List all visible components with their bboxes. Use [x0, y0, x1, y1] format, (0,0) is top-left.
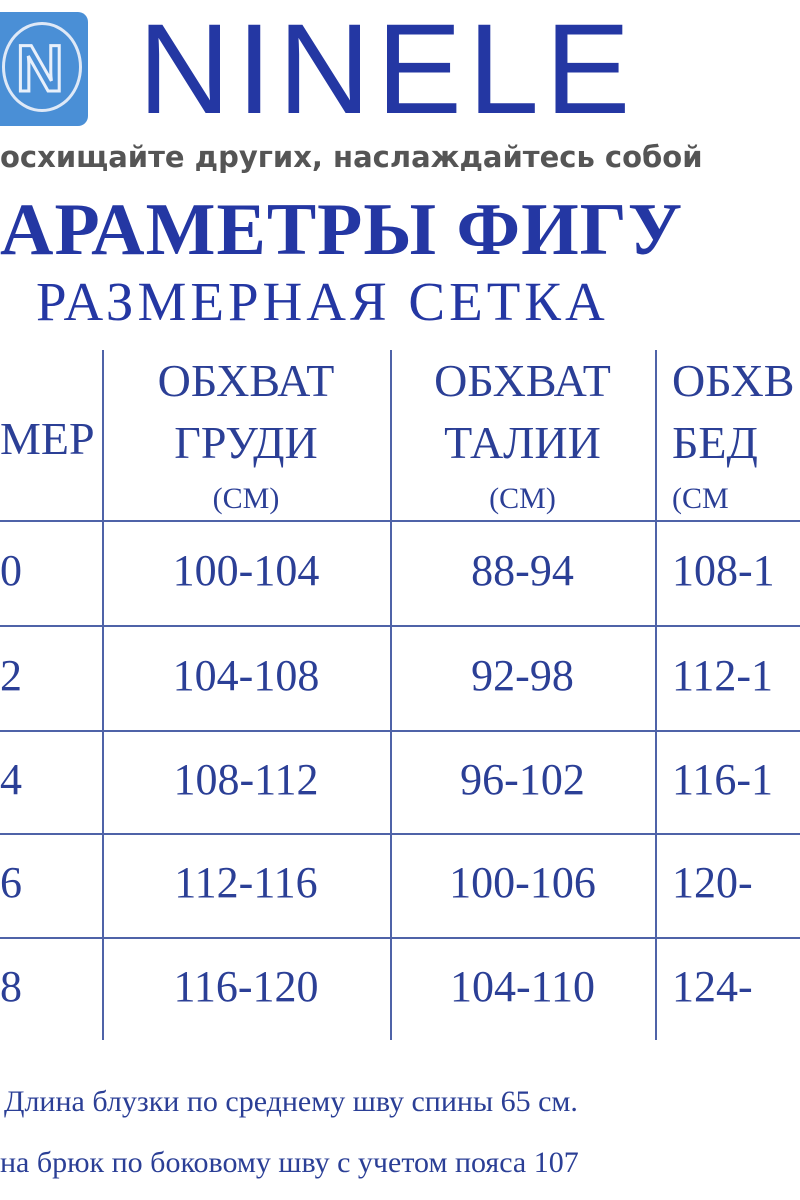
page-title: АРАМЕТРЫ ФИГУ: [0, 189, 684, 271]
table-cell: 108-1: [672, 545, 775, 595]
table-cell: 88-94: [471, 545, 574, 595]
header-cell: ОБХВАТ: [434, 355, 611, 406]
logo-ring: [2, 22, 82, 112]
column-divider: [655, 350, 657, 1040]
table-cell: 4: [0, 754, 22, 804]
logo-letter: N: [15, 30, 66, 107]
table-cell: 8: [0, 961, 22, 1011]
table-cell: 116-120: [173, 961, 319, 1011]
header-cell: ГРУДИ: [174, 417, 318, 468]
column-divider: [102, 350, 104, 1040]
table-cell: 92-98: [471, 650, 574, 700]
row-divider: [0, 937, 800, 939]
row-divider: [0, 520, 800, 522]
table-cell: 104-110: [449, 961, 596, 1011]
table-cell: 104-108: [172, 650, 320, 700]
table-cell: 100-104: [172, 545, 320, 595]
table-cell: 96-102: [460, 754, 585, 804]
header-cell: (СМ): [212, 482, 280, 515]
tagline: осхищайте других, наслаждайтесь собой: [0, 140, 703, 174]
brand-name: NINELE: [138, 0, 637, 141]
header-cell: (СМ): [489, 482, 556, 515]
note-trousers-length: на брюк по боковому шву с учетом пояса 1…: [0, 1146, 579, 1179]
table-cell: 112-1: [672, 650, 774, 700]
header-cell: ОБХВАТ: [157, 355, 335, 406]
column-divider: [390, 350, 392, 1040]
table-cell: 116-1: [672, 754, 774, 804]
header-cell: МЕР: [0, 413, 95, 464]
header-cell: ОБХВ: [672, 355, 795, 406]
table-cell: 120-: [672, 858, 753, 907]
row-divider: [0, 730, 800, 732]
row-divider: [0, 625, 800, 627]
table-cell: 108-112: [173, 754, 319, 804]
header-cell: БЕД: [672, 417, 758, 468]
page-subtitle: РАЗМЕРНАЯ СЕТКА: [36, 271, 609, 332]
table-cell: 112-116: [174, 858, 318, 907]
header-cell: ТАЛИИ: [444, 417, 601, 468]
table-cell: 0: [0, 545, 22, 595]
table-cell: 100-106: [449, 858, 596, 907]
brand-logo: N: [0, 12, 88, 126]
header-cell: (СМ: [672, 482, 729, 515]
table-cell: 2: [0, 650, 22, 700]
table-cell: 124-: [672, 961, 753, 1011]
table-cell: 6: [0, 858, 22, 907]
row-divider: [0, 833, 800, 835]
note-blouse-length: Длина блузки по среднему шву спины 65 см…: [4, 1085, 578, 1118]
